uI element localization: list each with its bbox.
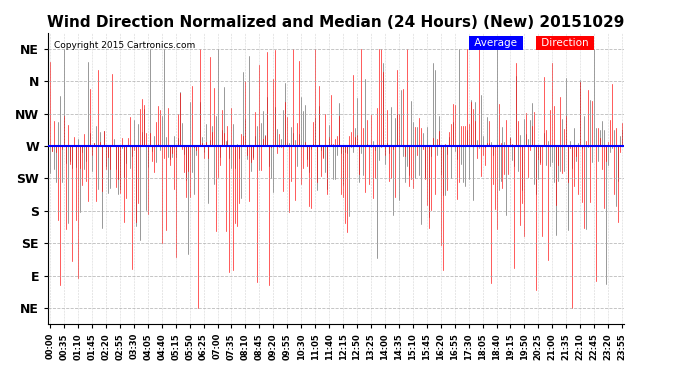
Title: Wind Direction Normalized and Median (24 Hours) (New) 20151029: Wind Direction Normalized and Median (24…	[48, 15, 624, 30]
Text: Average: Average	[471, 38, 521, 48]
Text: Copyright 2015 Cartronics.com: Copyright 2015 Cartronics.com	[54, 41, 195, 50]
Text: Direction: Direction	[538, 38, 591, 48]
